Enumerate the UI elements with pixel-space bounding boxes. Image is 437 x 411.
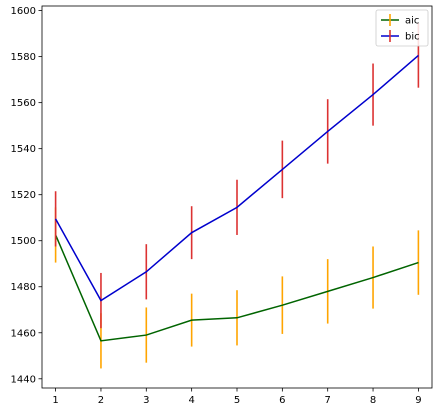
y-tick-label-1500: 1500	[11, 236, 36, 247]
legend-box	[375, 9, 429, 47]
x-axis: 1 2 3 4 5 6 7 8 9	[52, 388, 422, 406]
legend-label-aic: aic	[405, 16, 419, 27]
y-tick-label-1580: 1580	[11, 52, 36, 63]
points-bic	[55, 55, 419, 301]
legend-entry-bic: bic	[381, 30, 420, 43]
y-tick-label-1460: 1460	[11, 328, 36, 339]
x-tick-label-4: 4	[188, 395, 194, 406]
x-tick-label-2: 2	[98, 395, 104, 406]
y-tick-label-1600: 1600	[11, 6, 36, 17]
legend-entry-aic: aic	[381, 14, 419, 27]
y-axis: 1440 1460 1480 1500 1520 1540 1560 1580 1600	[11, 6, 42, 385]
y-tick-label-1440: 1440	[11, 374, 36, 385]
x-tick-label-3: 3	[143, 395, 149, 406]
y-tick-label-1520: 1520	[11, 190, 36, 201]
x-tick-label-1: 1	[52, 395, 58, 406]
x-tick-label-9: 9	[415, 395, 421, 406]
y-tick-label-1540: 1540	[11, 144, 36, 155]
y-tick-label-1560: 1560	[11, 98, 36, 109]
legend: aic bic	[375, 9, 429, 47]
x-tick-label-6: 6	[279, 395, 285, 406]
x-tick-label-7: 7	[325, 395, 331, 406]
legend-label-bic: bic	[405, 32, 420, 43]
series-layer	[54, 23, 420, 369]
y-tick-label-1480: 1480	[11, 282, 36, 293]
x-tick-label-5: 5	[234, 395, 240, 406]
x-tick-label-8: 8	[370, 395, 376, 406]
